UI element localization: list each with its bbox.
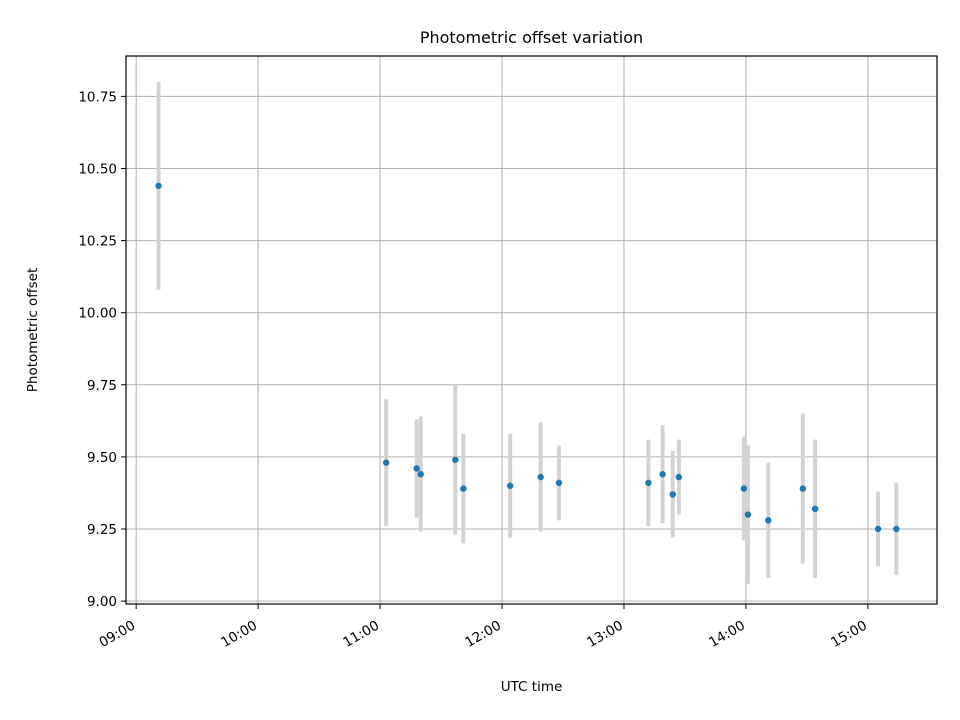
- data-point: [155, 182, 162, 189]
- data-point: [417, 471, 424, 478]
- x-tick-label: 10:00: [218, 618, 260, 651]
- x-tick-label: 11:00: [340, 618, 382, 651]
- error-bars: [156, 81, 899, 584]
- x-axis-label: UTC time: [501, 679, 563, 695]
- data-point: [413, 465, 420, 472]
- data-points: [155, 182, 900, 533]
- data-point: [893, 525, 900, 533]
- data-point: [382, 459, 390, 466]
- x-tick-label: 09:00: [96, 618, 138, 651]
- grid: [126, 56, 937, 604]
- data-point: [669, 491, 676, 498]
- plot-frame: [125, 55, 938, 605]
- y-tick-label: 10.25: [78, 234, 117, 250]
- data-point: [659, 471, 666, 478]
- x-tick-label: 12:00: [462, 618, 504, 651]
- y-tick-label: 9.50: [87, 450, 117, 466]
- data-point: [452, 456, 459, 463]
- chart-title: Photometric offset variation: [420, 28, 643, 47]
- y-tick-label: 9.00: [87, 594, 117, 610]
- x-axis-ticks: 09:00 10:00 11:00 12:00 13:00 14:00 15:00: [96, 604, 870, 651]
- y-tick-label: 10.00: [78, 306, 117, 322]
- data-point: [555, 479, 563, 487]
- data-point: [675, 473, 683, 481]
- data-point: [811, 505, 819, 513]
- data-point: [460, 485, 467, 492]
- y-tick-label: 10.75: [78, 89, 117, 105]
- data-point: [744, 511, 752, 518]
- y-tick-label: 9.75: [87, 378, 117, 394]
- data-point: [506, 482, 514, 489]
- x-tick-label: 13:00: [584, 618, 626, 651]
- y-axis-label: Photometric offset: [25, 268, 41, 392]
- y-axis-ticks: 9.00 9.25 9.50 9.75 10.00 10.25 10.50 10.75: [78, 89, 126, 610]
- data-point: [765, 517, 772, 524]
- data-point: [645, 479, 652, 487]
- data-point: [537, 473, 544, 481]
- y-tick-label: 10.50: [78, 161, 117, 177]
- data-point: [799, 485, 807, 492]
- data-point: [874, 525, 882, 533]
- x-tick-label: 15:00: [828, 618, 870, 651]
- y-tick-label: 9.25: [87, 522, 117, 538]
- data-point: [740, 485, 748, 492]
- x-tick-label: 14:00: [706, 618, 748, 651]
